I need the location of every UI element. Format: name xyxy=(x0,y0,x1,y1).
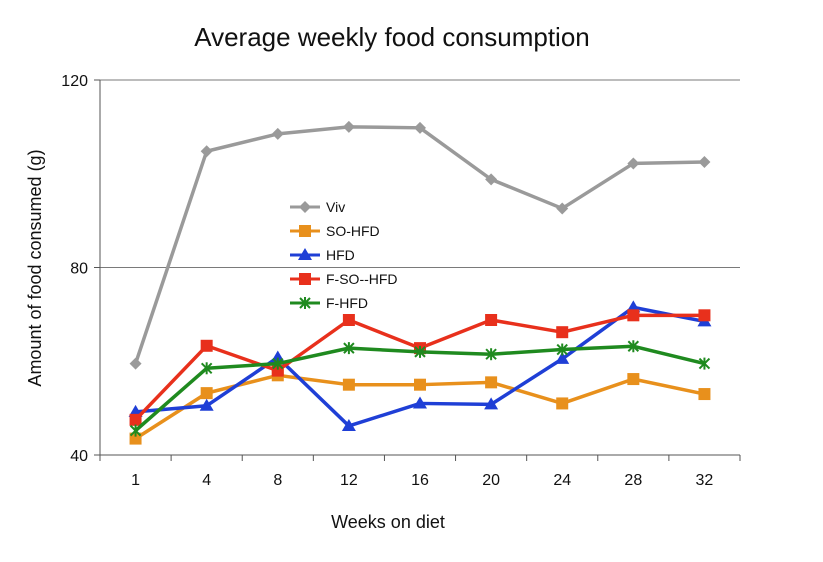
data-point-f-hfd xyxy=(627,340,640,353)
data-point-f-so-hfd xyxy=(342,314,355,326)
legend-label: F-HFD xyxy=(326,295,368,311)
data-point-f-hfd xyxy=(485,348,497,361)
data-point-hfd xyxy=(413,396,427,409)
legend: Viv SO-HFD HFD F-SO--HFD F-HFD xyxy=(290,199,398,311)
data-point-viv xyxy=(271,127,284,140)
data-point-hfd xyxy=(484,397,499,410)
series-line-viv xyxy=(133,125,705,365)
data-point-hfd xyxy=(555,351,570,364)
legend-label: SO-HFD xyxy=(326,223,380,239)
data-point-f-so-hfd xyxy=(485,314,498,326)
data-point-viv xyxy=(485,173,498,186)
data-series xyxy=(128,120,712,445)
x-tick-label: 32 xyxy=(696,472,714,489)
legend-item-hfd: HFD xyxy=(290,247,355,263)
data-point-f-so-hfd xyxy=(200,339,213,352)
legend-marker xyxy=(298,248,312,260)
data-point-so-hfd xyxy=(129,432,142,445)
series-viv xyxy=(129,120,711,370)
data-point-so-hfd xyxy=(556,397,569,410)
data-point-so-hfd xyxy=(627,373,640,386)
data-point-so-hfd xyxy=(414,378,426,391)
y-axis-title: Amount of food consumed (g) xyxy=(25,149,45,386)
data-point-hfd xyxy=(341,418,356,431)
data-point-f-so-hfd xyxy=(556,326,569,339)
x-tick-label: 16 xyxy=(411,472,429,489)
legend-item-viv: Viv xyxy=(290,199,345,215)
data-point-viv xyxy=(556,202,569,215)
x-tick-label: 12 xyxy=(340,472,358,489)
x-tick-label: 20 xyxy=(482,472,500,489)
gridlines xyxy=(100,79,740,268)
legend-label: HFD xyxy=(326,247,355,263)
data-point-f-hfd xyxy=(556,343,568,356)
data-point-so-hfd xyxy=(200,387,213,400)
series-hfd xyxy=(128,300,712,431)
legend-item-f-so-hfd: F-SO--HFD xyxy=(290,271,398,287)
data-point-f-hfd xyxy=(129,424,142,437)
data-point-f-hfd xyxy=(414,345,426,358)
data-point-f-hfd xyxy=(343,342,355,355)
legend-marker xyxy=(299,273,311,285)
data-point-viv xyxy=(200,145,213,158)
legend-label: Viv xyxy=(326,199,345,215)
data-point-f-hfd xyxy=(200,362,213,375)
data-point-viv xyxy=(627,157,640,170)
y-tick-label: 40 xyxy=(70,448,88,465)
axes: 40 80 120 1 4 8 12 16 20 24 28 32 xyxy=(61,73,741,489)
data-point-f-hfd xyxy=(698,357,711,370)
data-point-viv xyxy=(698,156,711,169)
x-tick-label: 8 xyxy=(273,472,282,489)
x-tick-label: 24 xyxy=(553,472,571,489)
legend-marker xyxy=(299,225,311,237)
legend-label: F-SO--HFD xyxy=(326,271,398,287)
x-axis-title: Weeks on diet xyxy=(331,512,445,532)
data-point-hfd xyxy=(199,398,214,411)
chart-title: Average weekly food consumption xyxy=(194,22,590,52)
data-point-f-hfd xyxy=(272,357,284,370)
data-point-f-so-hfd xyxy=(698,309,711,322)
legend-marker xyxy=(299,201,311,213)
y-tick-label: 120 xyxy=(61,73,88,90)
data-point-so-hfd xyxy=(342,378,355,391)
data-point-viv xyxy=(414,121,426,134)
x-tick-label: 1 xyxy=(131,472,140,489)
x-tick-label: 28 xyxy=(624,472,642,489)
data-point-viv xyxy=(129,357,142,370)
x-tick-label: 4 xyxy=(202,472,211,489)
legend-marker xyxy=(299,297,311,309)
data-point-so-hfd xyxy=(485,376,498,389)
data-point-so-hfd xyxy=(698,388,711,401)
data-point-f-so-hfd xyxy=(129,413,142,426)
legend-item-f-hfd: F-HFD xyxy=(290,295,368,311)
data-point-f-so-hfd xyxy=(627,309,640,322)
data-point-viv xyxy=(342,120,355,133)
y-tick-label: 80 xyxy=(70,261,88,278)
legend-item-so-hfd: SO-HFD xyxy=(290,223,380,239)
series-f-hfd xyxy=(129,340,711,437)
